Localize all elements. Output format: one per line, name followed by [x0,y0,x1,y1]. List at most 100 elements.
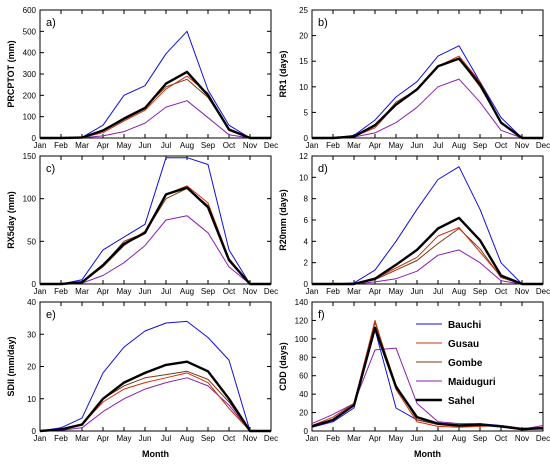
x-tick-label: Apr [97,287,110,296]
legend-entry-gombe: Gombe [448,358,483,369]
series-line-maiduguri [40,215,271,285]
y-tick-label: 120 [295,316,309,325]
y-axis-label: R20mm (days) [278,189,288,251]
x-tick-label: Nov [243,287,257,296]
x-tick-label: Nov [515,141,529,150]
y-tick-label: 10 [299,83,308,92]
x-tick-label: Jan [306,141,319,150]
series-line-gusau [40,75,271,139]
y-tick-label: 100 [23,113,37,122]
x-tick-label: May [388,287,403,296]
x-tick-label: May [388,434,403,443]
plot-frame [39,9,272,139]
series-line-sahel [40,186,271,286]
x-tick-label: Mar [347,141,361,150]
x-tick-label: Sep [473,434,488,443]
series-line-sahel [311,326,544,431]
y-tick-label: 0 [32,427,37,436]
x-tick-label: Oct [223,434,236,443]
y-tick-label: 300 [23,70,37,79]
y-axis-label: RR1 (days) [278,50,288,97]
series-line-sahel [312,216,543,286]
legend: Bauchi Gusau Gombe Maiduguri Sahel [415,320,496,407]
series-line-bauchi [39,320,271,432]
series-line-maiduguri [39,377,271,432]
x-tick-label: Apr [97,141,110,150]
panel-label: c) [46,163,55,175]
y-tick-label: 60 [299,372,308,381]
x-tick-label: Jan [306,434,319,443]
y-tick-label: 20 [27,363,36,372]
x-tick-label: Jan [34,141,47,150]
x-tick-label: Apr [369,141,382,150]
x-tick-label: Nov [515,434,529,443]
y-tick-label: 25 [299,6,308,15]
series-line-sahel [312,57,543,140]
y-tick-label: 0 [32,134,37,143]
y-tick-label: 6 [304,216,309,225]
x-tick-label: Jun [411,434,424,443]
x-tick-label: Nov [515,287,529,296]
series-line-bauchi [312,166,543,285]
plot-frame [311,301,544,432]
y-tick-label: 40 [27,298,36,307]
y-tick-label: 15 [299,57,308,66]
x-tick-label: Sep [473,141,488,150]
y-tick-label: 0 [304,427,309,436]
series-line-bauchi [40,157,271,285]
y-tick-label: 140 [295,298,309,307]
x-tick-label: Nov [243,434,257,443]
legend-entry-maiduguri: Maiduguri [448,377,496,388]
y-tick-label: 0 [32,280,37,289]
y-tick-label: 200 [23,91,37,100]
x-tick-label: Mar [75,141,89,150]
y-tick-label: 0 [304,280,309,289]
x-tick-label: May [116,141,131,150]
panel-5: 0 10 20 30 40 Jan Feb Mar Apr May Jun Jul Aug Sep Oct N… [6,298,278,459]
x-tick-label: Oct [223,141,236,150]
y-axis-label: CDD (days) [278,342,288,391]
x-tick-label: Oct [495,434,508,443]
y-tick-label: 20 [299,32,308,41]
x-tick-label: Sep [473,287,488,296]
x-tick-label: Aug [452,287,466,296]
x-tick-label: Apr [369,434,382,443]
y-tick-label: 8 [304,195,309,204]
x-tick-label: Mar [347,434,361,443]
y-tick-label: 500 [23,27,37,36]
y-tick-label: 40 [299,390,308,399]
panel-2: 0 5 10 15 20 25 Jan Feb Mar Apr May Jun Jul Aug Sep Oct… [278,6,550,150]
x-tick-label: Jun [411,287,424,296]
panel-3: 0 50 100 150 Jan Feb Mar Apr May Jun Jul Aug Sep Oct N… [6,152,278,296]
x-tick-label: Aug [452,141,466,150]
x-tick-label: Aug [452,434,466,443]
panel-label: e) [46,309,56,321]
x-tick-label: Jun [411,141,424,150]
x-tick-label: Feb [54,141,68,150]
y-tick-label: 5 [304,108,309,117]
x-tick-label: Oct [495,141,508,150]
x-tick-label: Feb [54,287,68,296]
y-tick-label: 150 [23,152,37,161]
panel-label: b) [318,17,328,29]
x-tick-label: Apr [369,287,382,296]
y-axis-label: SDII (mm/day) [6,336,16,396]
series-line-gusau [312,227,543,285]
series-line-gombe [312,58,543,139]
x-tick-label: Sep [201,287,216,296]
x-tick-label: Mar [75,287,89,296]
x-tick-label: Jun [139,287,152,296]
x-tick-label: Dec [536,287,550,296]
x-tick-label: Feb [326,434,340,443]
x-tick-label: Feb [326,141,340,150]
x-tick-label: Jul [433,141,443,150]
panel-label: d) [318,163,328,175]
y-tick-label: 10 [27,395,36,404]
x-tick-label: Jul [433,287,443,296]
x-tick-label: Aug [180,141,194,150]
series-line-bauchi [311,329,544,430]
y-tick-label: 0 [304,134,309,143]
y-axis-label: PRCPTOT (mm) [6,40,16,107]
x-tick-label: Dec [536,141,550,150]
panel-label: f) [318,309,325,321]
